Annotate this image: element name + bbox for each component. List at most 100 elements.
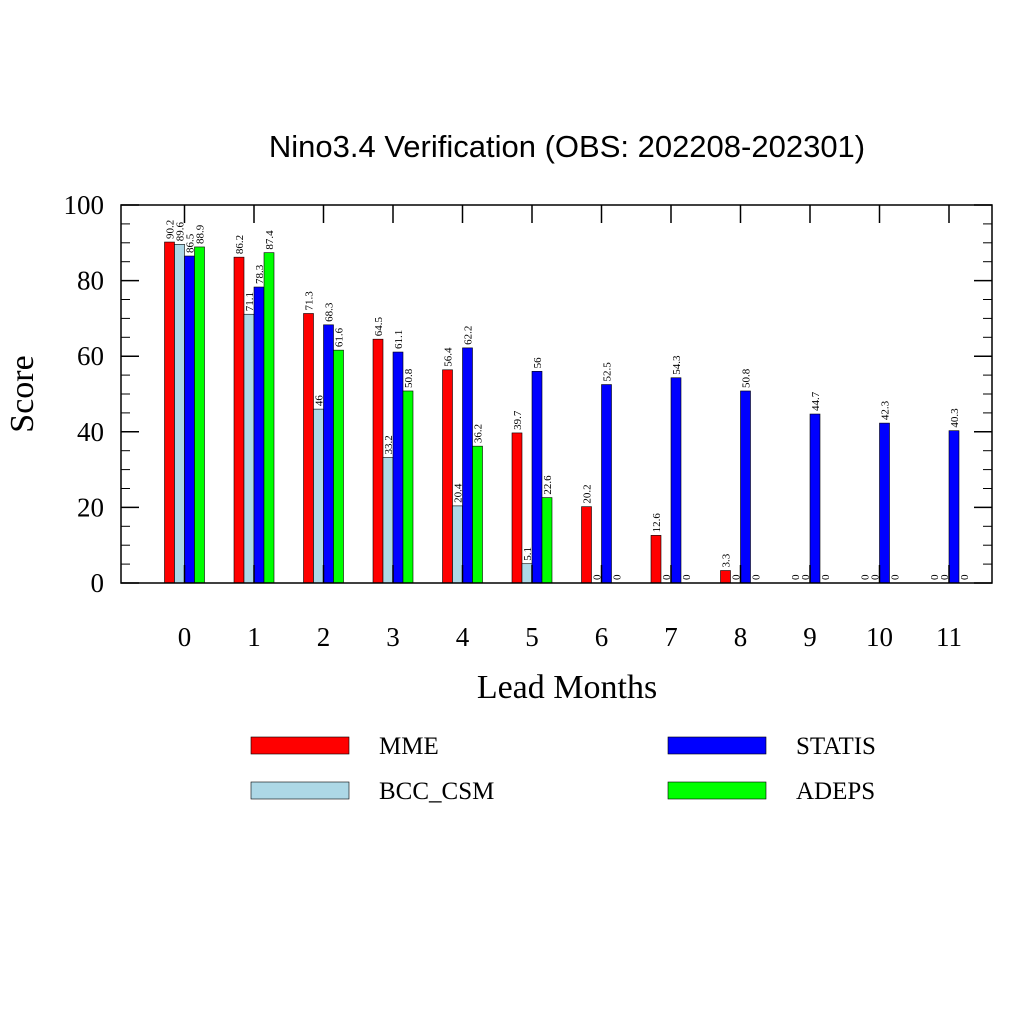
x-axis-label: Lead Months	[477, 669, 657, 706]
bar-statis-9	[809, 413, 821, 584]
data-label: 50.8	[741, 368, 753, 388]
bar-statis-10	[879, 422, 890, 584]
x-tick-label: 4	[456, 622, 470, 652]
data-label: 68.3	[324, 302, 336, 322]
bar-statis-8	[740, 390, 751, 584]
data-label: 33.2	[383, 435, 395, 454]
bar-adeps-5	[541, 497, 553, 584]
legend-label: MME	[379, 733, 439, 760]
bar-mme-7	[650, 535, 662, 584]
data-label: 0	[959, 574, 971, 580]
chart-title: Nino3.4 Verification (OBS: 202208-202301…	[269, 129, 865, 164]
data-label: 62.2	[463, 326, 475, 345]
x-tick-label: 0	[178, 622, 192, 652]
data-label: 44.7	[810, 391, 822, 411]
data-label: 0	[800, 574, 812, 580]
x-tick-label: 3	[386, 622, 400, 652]
data-label: 71.1	[244, 292, 256, 311]
plot-frame	[120, 204, 993, 584]
data-label: 50.8	[403, 368, 415, 388]
y-tick-label: 80	[77, 266, 104, 296]
data-label: 36.2	[473, 424, 485, 443]
bar-bcc-csm-4	[452, 505, 463, 584]
bar-statis-0	[184, 255, 195, 584]
data-label: 0	[890, 574, 902, 580]
bar-mme-8	[720, 570, 731, 584]
data-label: 90.2	[165, 220, 177, 239]
x-tick-label: 2	[317, 622, 331, 652]
bar-statis-7	[670, 377, 682, 584]
bar-statis-3	[392, 351, 404, 584]
bar-adeps-4	[472, 445, 483, 584]
bar-mme-2	[303, 313, 314, 584]
bars-group: 90.286.271.364.556.439.720.212.63.30 0 089…	[164, 220, 971, 584]
legend-swatch-bcc-csm	[250, 781, 350, 800]
bar-statis-4	[462, 347, 473, 584]
data-label: 0	[612, 574, 624, 580]
data-label: 42.3	[880, 400, 892, 420]
data-label: 61.1	[393, 330, 405, 349]
data-label: 0	[939, 574, 951, 580]
bar-adeps-0	[194, 246, 205, 584]
bar-adeps-3	[402, 390, 414, 584]
data-label: 0	[592, 574, 604, 580]
y-axis-label: Score	[4, 355, 41, 432]
data-label: 20.4	[453, 483, 465, 503]
bar-bcc-csm-0	[174, 244, 185, 584]
data-label: 22.6	[542, 475, 554, 495]
bar-adeps-1	[263, 252, 275, 584]
data-label: 86.2	[234, 235, 246, 254]
data-label: 52.5	[602, 362, 614, 382]
data-label: 88.9	[195, 224, 207, 244]
y-tick-label: 100	[64, 190, 105, 220]
data-label: 0	[790, 574, 802, 580]
bar-bcc-csm-3	[382, 457, 394, 584]
bar-statis-5	[531, 371, 543, 584]
x-tick-label: 1	[247, 622, 261, 652]
bar-mme-0	[164, 241, 175, 584]
data-label: 0	[661, 574, 673, 580]
data-label: 86.5	[185, 233, 197, 253]
data-label: 78.3	[254, 264, 266, 284]
data-label: 46	[314, 395, 326, 407]
y-tick-label: 0	[91, 568, 105, 598]
bar-statis-6	[601, 384, 612, 584]
x-tick-label: 8	[734, 622, 748, 652]
bar-bcc-csm-2	[313, 408, 324, 584]
data-label: 0	[820, 574, 832, 580]
data-label: 64.5	[373, 316, 385, 336]
data-label: 0	[870, 574, 882, 580]
data-label: 12.6	[651, 513, 663, 533]
data-label: 3.3	[721, 553, 733, 567]
x-tick-label: 11	[936, 622, 962, 652]
x-tick-label: 9	[803, 622, 817, 652]
data-label: 0	[860, 574, 872, 580]
data-label: 0	[681, 574, 693, 580]
bar-bcc-csm-5	[521, 563, 533, 584]
y-tick-label: 60	[77, 341, 104, 371]
y-tick-label: 20	[77, 492, 104, 522]
legend-label: STATIS	[796, 733, 876, 760]
data-label: 71.3	[304, 291, 316, 311]
data-label: 54.3	[671, 355, 683, 375]
x-tick-label: 6	[595, 622, 609, 652]
data-label: 56	[532, 357, 544, 369]
x-tick-label: 7	[664, 622, 678, 652]
data-label: 39.7	[512, 410, 524, 430]
legend: MME BCC_CSM STATIS ADEPS	[250, 733, 876, 805]
bar-statis-2	[323, 324, 334, 584]
legend-label: ADEPS	[796, 778, 875, 805]
y-tick-label: 40	[77, 417, 104, 447]
bar-mme-6	[581, 506, 592, 584]
bar-mme-3	[372, 338, 384, 584]
data-label: 0	[929, 574, 941, 580]
bar-statis-11	[948, 430, 960, 584]
data-label: 0	[751, 574, 763, 580]
bar-mme-5	[511, 432, 523, 584]
data-label: 0	[731, 574, 743, 580]
x-tick-label: 5	[525, 622, 539, 652]
bar-statis-1	[253, 286, 265, 584]
data-label: 89.6	[175, 222, 187, 242]
legend-swatch-statis	[667, 736, 767, 755]
